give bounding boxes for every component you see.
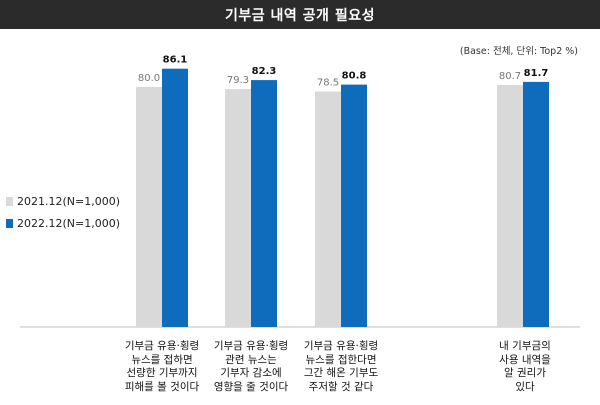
- bar-2022-3: [341, 84, 367, 327]
- category-label-3: 기부금 유용·횡령 뉴스를 접한다면 그간 해온 기부도 주저할 것 같다: [303, 340, 379, 393]
- bar-2022-2: [251, 80, 277, 327]
- legend-label-2021: 2021.12(N=1,000): [17, 194, 121, 208]
- legend-item-2021: 2021.12(N=1,000): [6, 190, 120, 212]
- base-note: (Base: 전체, 단위: Top2 %): [459, 46, 578, 57]
- data-label-2022-1: 86.1: [163, 55, 188, 66]
- legend-label-2022: 2022.12(N=1,000): [17, 216, 121, 230]
- data-label-2022-4: 81.7: [524, 68, 549, 79]
- data-label-2022-3: 80.8: [342, 71, 367, 82]
- data-label-2021-3: 78.5: [317, 78, 339, 89]
- legend: 2021.12(N=1,000) 2022.12(N=1,000): [6, 190, 120, 234]
- bar-2021-3: [315, 91, 341, 327]
- bar-2021-2: [225, 89, 251, 327]
- data-label-2021-4: 80.7: [499, 71, 521, 82]
- category-label-2: 기부금 유용·횡령 관련 뉴스는 기부자 감소에 영향을 줄 것이다: [213, 340, 289, 393]
- category-label-1: 기부금 유용·횡령 뉴스를 접하면 선량한 기부까지 피해를 볼 것이다: [124, 340, 200, 393]
- bar-2021-1: [136, 87, 162, 327]
- category-label-4: 내 기부금의 사용 내역을 알 권리가 있다: [499, 340, 551, 393]
- data-label-2022-2: 82.3: [252, 66, 277, 77]
- legend-item-2022: 2022.12(N=1,000): [6, 212, 120, 234]
- bar-2021-4: [497, 84, 523, 328]
- chart-title: 기부금 내역 공개 필요성: [0, 0, 600, 29]
- data-label-2021-2: 79.3: [227, 75, 249, 86]
- data-label-2021-1: 80.0: [138, 73, 160, 84]
- legend-swatch-2022: [6, 218, 13, 228]
- legend-swatch-2021: [6, 196, 13, 206]
- bar-2022-1: [162, 68, 188, 327]
- bar-2022-4: [523, 81, 549, 328]
